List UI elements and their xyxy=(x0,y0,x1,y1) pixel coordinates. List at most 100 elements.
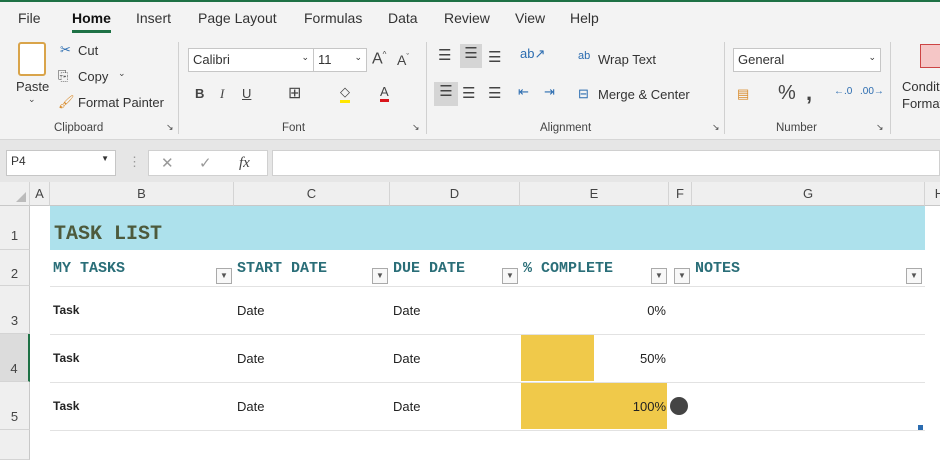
conditional-formatting-button[interactable]: Conditional Formatting xyxy=(902,79,940,111)
tab-page-layout[interactable]: Page Layout xyxy=(198,10,277,26)
copy-button[interactable]: Copy xyxy=(78,69,109,84)
header-percent-complete[interactable]: % COMPLETE xyxy=(523,260,614,277)
borders-icon[interactable]: ⊞ xyxy=(288,85,302,102)
column-header-a[interactable]: A xyxy=(30,182,50,206)
paste-button[interactable]: Paste xyxy=(16,79,50,94)
orientation-icon[interactable]: ab↗ xyxy=(520,46,546,61)
ribbon: Paste ⌄ ✂ Cut ⎘ Copy ⌄ 🖌 Format Painter … xyxy=(0,36,940,140)
name-box[interactable]: P4 ▼ xyxy=(6,150,116,176)
tab-home[interactable]: Home xyxy=(72,10,111,33)
spreadsheet-grid: A B C D E F G H 1 2 3 4 5 TASK LIST MY T… xyxy=(0,182,940,460)
task-cell[interactable]: Task xyxy=(53,399,80,413)
tab-file[interactable]: File xyxy=(18,10,41,26)
insert-function-button[interactable]: fx xyxy=(239,155,250,171)
column-header-e[interactable]: E xyxy=(520,182,669,206)
format-painter-button[interactable]: Format Painter xyxy=(78,95,164,110)
percent-complete-cell[interactable]: 50% xyxy=(639,351,666,366)
align-middle-icon[interactable]: ☰ xyxy=(460,44,482,68)
percent-button[interactable]: % xyxy=(778,82,796,104)
bold-button[interactable]: B xyxy=(195,86,205,101)
dialog-launcher-icon[interactable]: ↘ xyxy=(712,122,720,132)
increase-decimal-icon[interactable]: ←.0 xyxy=(834,86,853,97)
due-date-cell[interactable]: Date xyxy=(393,303,421,318)
decrease-font-icon[interactable]: Aˇ xyxy=(397,52,410,68)
font-group-label: Font xyxy=(282,122,306,134)
italic-button[interactable]: I xyxy=(220,86,225,101)
filter-dropdown-my-tasks[interactable]: ▼ xyxy=(216,268,232,284)
fill-color-icon[interactable]: ◇ xyxy=(340,84,350,103)
column-header-d[interactable]: D xyxy=(390,182,520,206)
column-header-g[interactable]: G xyxy=(692,182,925,206)
row-header-3[interactable]: 3 xyxy=(0,286,30,334)
percent-complete-cell[interactable]: 100% xyxy=(632,399,666,414)
tab-view[interactable]: View xyxy=(515,10,546,26)
percent-complete-cell[interactable]: 0% xyxy=(647,303,666,318)
tab-help[interactable]: Help xyxy=(570,10,599,26)
font-name-select[interactable]: Calibri ⌄ xyxy=(188,48,314,72)
cut-button[interactable]: Cut xyxy=(78,43,99,58)
cancel-icon[interactable]: ✕ xyxy=(161,155,174,172)
start-date-cell[interactable]: Date xyxy=(237,303,265,318)
tab-formulas[interactable]: Formulas xyxy=(304,10,363,26)
chevron-down-icon[interactable]: ⌄ xyxy=(118,68,126,78)
header-due-date[interactable]: DUE DATE xyxy=(393,260,466,277)
accounting-format-icon[interactable]: ▤ xyxy=(737,86,750,101)
font-size-select[interactable]: 11 ⌄ xyxy=(313,48,367,72)
filter-dropdown-start-date[interactable]: ▼ xyxy=(372,268,388,284)
due-date-cell[interactable]: Date xyxy=(393,351,421,366)
enter-icon[interactable]: ✓ xyxy=(199,155,212,172)
align-bottom-icon[interactable]: ☰ xyxy=(488,49,502,66)
start-date-cell[interactable]: Date xyxy=(237,399,265,414)
dialog-launcher-icon[interactable]: ↘ xyxy=(412,122,420,132)
chevron-down-icon[interactable]: ⌄ xyxy=(28,94,36,104)
wrap-text-button[interactable]: Wrap Text xyxy=(598,52,657,67)
formula-input[interactable] xyxy=(272,150,940,176)
row-header-1[interactable]: 1 xyxy=(0,206,30,250)
tab-review[interactable]: Review xyxy=(444,10,490,26)
font-name-value: Calibri xyxy=(193,52,230,67)
align-top-icon[interactable]: ☰ xyxy=(438,47,452,64)
align-center-icon[interactable]: ☰ xyxy=(462,85,476,102)
tab-data[interactable]: Data xyxy=(388,10,418,26)
header-notes[interactable]: NOTES xyxy=(695,260,741,277)
task-cell[interactable]: Task xyxy=(53,303,80,317)
row-header-4[interactable]: 4 xyxy=(0,334,30,382)
select-all-button[interactable] xyxy=(0,182,30,206)
increase-indent-icon[interactable]: ⇥ xyxy=(544,84,555,99)
tab-insert[interactable]: Insert xyxy=(136,10,172,26)
merge-center-button[interactable]: Merge & Center xyxy=(598,87,690,102)
increase-font-icon[interactable]: A^ xyxy=(372,50,387,68)
dialog-launcher-icon[interactable]: ↘ xyxy=(876,122,884,132)
start-date-cell[interactable]: Date xyxy=(237,351,265,366)
task-cell[interactable]: Task xyxy=(53,351,80,365)
align-left-icon[interactable]: ☰ xyxy=(434,82,458,106)
decrease-indent-icon[interactable]: ⇤ xyxy=(518,84,529,99)
status-dot-icon xyxy=(670,397,688,415)
conditional-formatting-icon[interactable] xyxy=(920,44,940,68)
column-header-b[interactable]: B xyxy=(50,182,234,206)
filter-dropdown-notes[interactable]: ▼ xyxy=(906,268,922,284)
font-color-icon[interactable]: A xyxy=(380,84,389,102)
decrease-decimal-icon[interactable]: .00→ xyxy=(860,86,884,97)
table-resize-handle[interactable] xyxy=(918,425,923,430)
filter-dropdown-f[interactable]: ▼ xyxy=(674,268,690,284)
column-header-f[interactable]: F xyxy=(669,182,692,206)
row-header-5[interactable]: 5 xyxy=(0,382,30,430)
paste-icon[interactable] xyxy=(18,42,46,76)
row-header-6[interactable] xyxy=(0,430,30,460)
header-start-date[interactable]: START DATE xyxy=(237,260,328,277)
comma-style-button[interactable]: , xyxy=(806,80,813,105)
column-header-c[interactable]: C xyxy=(234,182,390,206)
align-right-icon[interactable]: ☰ xyxy=(488,85,502,102)
underline-button[interactable]: U xyxy=(242,86,252,101)
column-header-h[interactable]: H xyxy=(925,182,940,206)
row-header-2[interactable]: 2 xyxy=(0,250,30,286)
filter-dropdown-due-date[interactable]: ▼ xyxy=(502,268,518,284)
dialog-launcher-icon[interactable]: ↘ xyxy=(166,122,174,132)
due-date-cell[interactable]: Date xyxy=(393,399,421,414)
filter-dropdown-percent-complete[interactable]: ▼ xyxy=(651,268,667,284)
header-my-tasks[interactable]: MY TASKS xyxy=(53,260,126,277)
number-format-select[interactable]: General ⌄ xyxy=(733,48,881,72)
ribbon-gap xyxy=(0,140,940,148)
title-cell[interactable]: TASK LIST xyxy=(50,206,925,250)
